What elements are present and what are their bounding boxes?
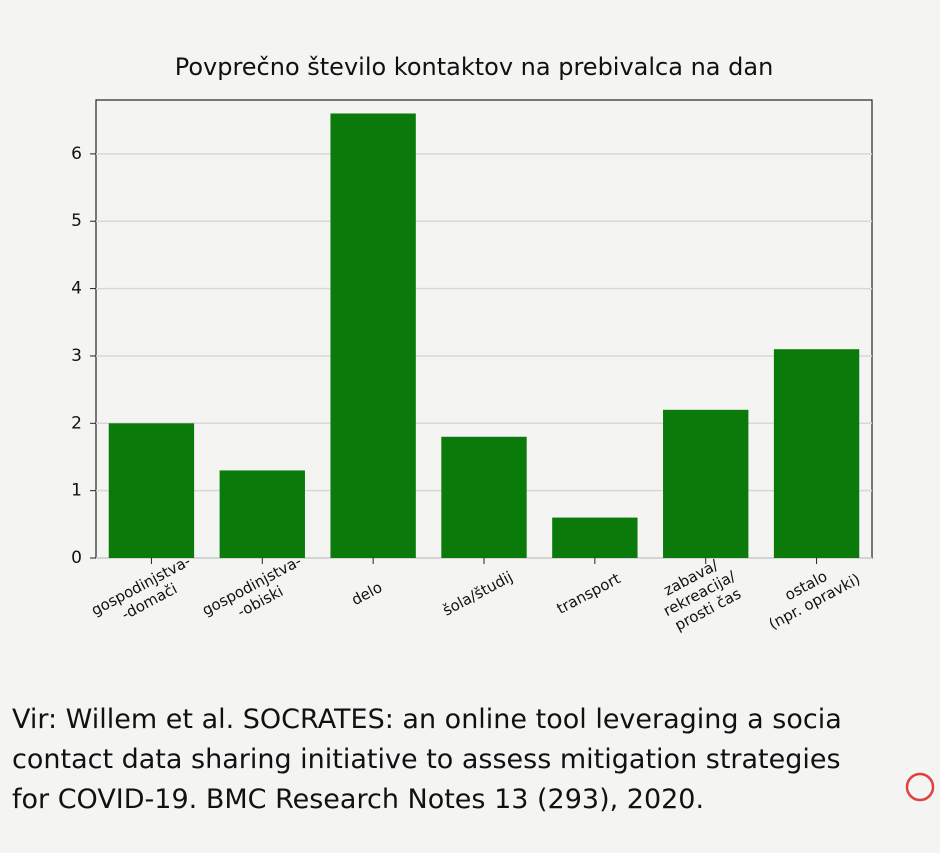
cursor bbox=[905, 772, 935, 802]
x-tick-label: zabava/rekreacija/prosti čas bbox=[652, 551, 748, 636]
y-tick-label: 4 bbox=[71, 279, 82, 299]
y-tick-label: 3 bbox=[71, 346, 82, 366]
chart-title: Povprečno število kontaktov na prebivalc… bbox=[175, 53, 774, 81]
bar bbox=[663, 409, 749, 558]
x-tick-label: gospodinjstva--obiski bbox=[199, 552, 313, 635]
bar bbox=[219, 470, 305, 558]
y-tick-label: 2 bbox=[71, 413, 82, 433]
y-tick-label: 6 bbox=[71, 144, 82, 164]
bar bbox=[441, 436, 527, 558]
x-tick-label: delo bbox=[348, 578, 385, 609]
x-tick-label: ostalo(npr. opravki) bbox=[757, 554, 863, 633]
caption-line: for COVID-19. BMC Research Notes 13 (293… bbox=[12, 784, 704, 815]
bar bbox=[108, 423, 195, 558]
x-tick-label: gospodinjstva--domači bbox=[88, 552, 202, 635]
caption-line: contact data sharing initiative to asses… bbox=[12, 744, 841, 775]
x-tick-label: šola/študij bbox=[440, 568, 516, 620]
bar bbox=[773, 349, 860, 558]
caption-line: Vir: Willem et al. SOCRATES: an online t… bbox=[12, 704, 842, 735]
bar bbox=[330, 113, 416, 559]
y-tick-label: 1 bbox=[71, 481, 82, 501]
x-tick-label: transport bbox=[554, 569, 624, 617]
y-tick-label: 5 bbox=[71, 211, 82, 231]
bar bbox=[552, 517, 638, 558]
y-tick-label: 0 bbox=[71, 548, 82, 568]
